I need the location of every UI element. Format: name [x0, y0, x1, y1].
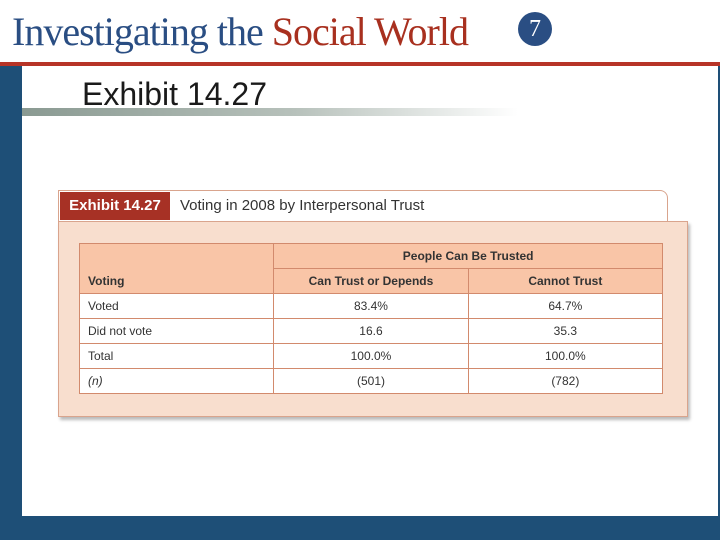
table-cell: 100.0% [273, 343, 469, 369]
table-cell: 64.7% [467, 293, 664, 319]
title-underline [22, 108, 518, 116]
book-title-part1: Investigating the [12, 9, 272, 54]
book-title-logo: Investigating the Social World [12, 6, 469, 58]
table-cell: 100.0% [467, 343, 664, 369]
exhibit-caption: Voting in 2008 by Interpersonal Trust [180, 197, 425, 214]
column-header: Can Trust or Depends [273, 268, 469, 294]
table-subheader-row: Can Trust or Depends Cannot Trust [80, 268, 664, 294]
exhibit-body: Voting People Can Be Trusted Can Trust o… [58, 221, 688, 417]
slide-title: Exhibit 14.27 [82, 76, 268, 112]
row-label: Total [78, 343, 275, 369]
table-cell: 35.3 [467, 318, 664, 344]
table-cell: 83.4% [273, 293, 469, 319]
table-header-row: Voting People Can Be Trusted [78, 243, 663, 294]
slide-header: Investigating the Social World 7 [0, 0, 720, 62]
edition-badge: 7 [518, 12, 552, 46]
bottom-frame-bar [22, 516, 720, 540]
data-table: Voting People Can Be Trusted Can Trust o… [78, 243, 664, 394]
right-frame-line [718, 66, 720, 516]
book-title-part2: Social World [271, 9, 469, 54]
table-row: Voted 83.4% 64.7% [78, 293, 664, 319]
row-header-cell: Voting [78, 243, 275, 294]
exhibit-label: Exhibit 14.27 [60, 192, 170, 220]
exhibit-panel: Exhibit 14.27 Voting in 2008 by Interper… [58, 190, 688, 418]
table-row: Did not vote 16.6 35.3 [78, 318, 664, 344]
table-row: Total 100.0% 100.0% [78, 343, 664, 369]
row-label: Did not vote [78, 318, 275, 344]
table-cell: 16.6 [273, 318, 469, 344]
table-cell: (501) [273, 368, 469, 394]
header-rule [0, 62, 720, 66]
row-label: (n) [78, 368, 275, 394]
left-frame-bar [0, 66, 22, 540]
table-cell: (782) [467, 368, 664, 394]
column-header: Cannot Trust [467, 268, 664, 294]
exhibit-title-frame [58, 190, 668, 221]
table-row: (n) (501) (782) [78, 368, 664, 394]
row-label: Voted [78, 293, 275, 319]
group-header-cell: People Can Be Trusted [273, 243, 663, 269]
